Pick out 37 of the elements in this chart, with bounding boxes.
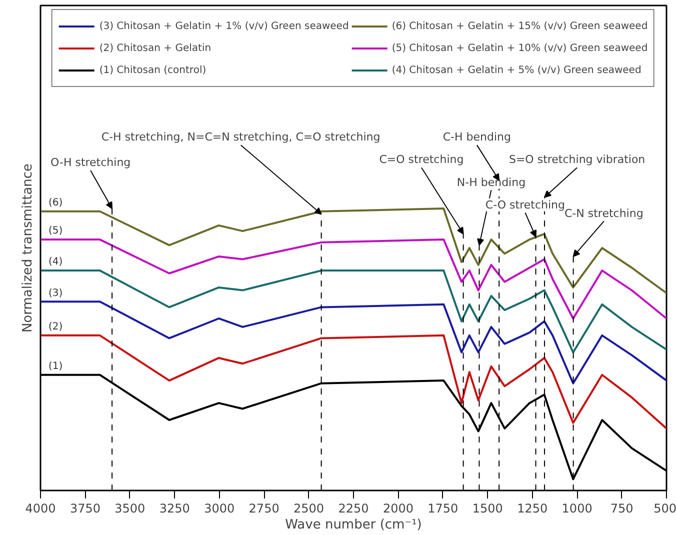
- legend-label: (6) Chitosan + Gelatin + 15% (v/v) Green seaweed: [392, 20, 648, 33]
- ref-line-label: S=O stretching vibration: [508, 153, 646, 166]
- ref-line-label: C-N stretching: [564, 206, 644, 220]
- annotation: (3): [48, 288, 63, 299]
- annotation: (6): [48, 198, 63, 209]
- x-tick-label: 3000: [204, 502, 235, 516]
- ref-line-label: C-H stretching, N=C=N stretching, C=O stretching: [101, 130, 380, 144]
- x-tick-label: 4000: [25, 502, 56, 516]
- legend-label: (3) Chitosan + Gelatin + 1% (v/v) Green seaweed: [99, 20, 349, 33]
- x-tick-label: 3500: [114, 502, 146, 516]
- annotation: (4): [48, 256, 63, 268]
- x-tick-label: 500: [654, 502, 676, 516]
- ref-line-label: C-O stretching: [485, 198, 565, 212]
- x-tick-label: 750: [610, 502, 634, 516]
- x-tick-label: 2750: [248, 502, 280, 516]
- x-tick-label: 2000: [382, 502, 414, 516]
- x-tick-label: 2250: [338, 502, 369, 516]
- legend-label: (1) Chitosan (control): [99, 64, 206, 77]
- y-axis-title: Normalized transmittance: [20, 163, 36, 333]
- x-axis-title: Wave number (cm⁻¹): [285, 518, 422, 532]
- x-tick-label: 2500: [294, 502, 324, 516]
- annotation: (2): [48, 322, 63, 333]
- annotation: (5): [48, 226, 63, 237]
- annotation: (1): [48, 361, 63, 372]
- x-tick-label: 3750: [70, 502, 100, 516]
- ref-line-label: N-H bending: [456, 176, 526, 189]
- x-tick-label: 3250: [159, 502, 190, 516]
- legend-label: (4) Chitosan + Gelatin + 5% (v/v) Green seaweed: [392, 64, 642, 77]
- legend-label: (5) Chitosan + Gelatin + 10% (v/v) Green seaweed: [392, 42, 648, 55]
- x-tick-label: 1750: [428, 502, 458, 516]
- ref-line-label: C=O stretching: [379, 153, 464, 166]
- x-tick-label: 1000: [562, 502, 592, 516]
- x-tick-label: 1500: [472, 502, 503, 516]
- ref-line-label: O-H stretching: [50, 156, 131, 170]
- x-tick-label: 1250: [517, 502, 548, 516]
- ref-line-label: C-H bending: [442, 130, 511, 144]
- legend-label: (2) Chitosan + Gelatin: [99, 42, 212, 55]
